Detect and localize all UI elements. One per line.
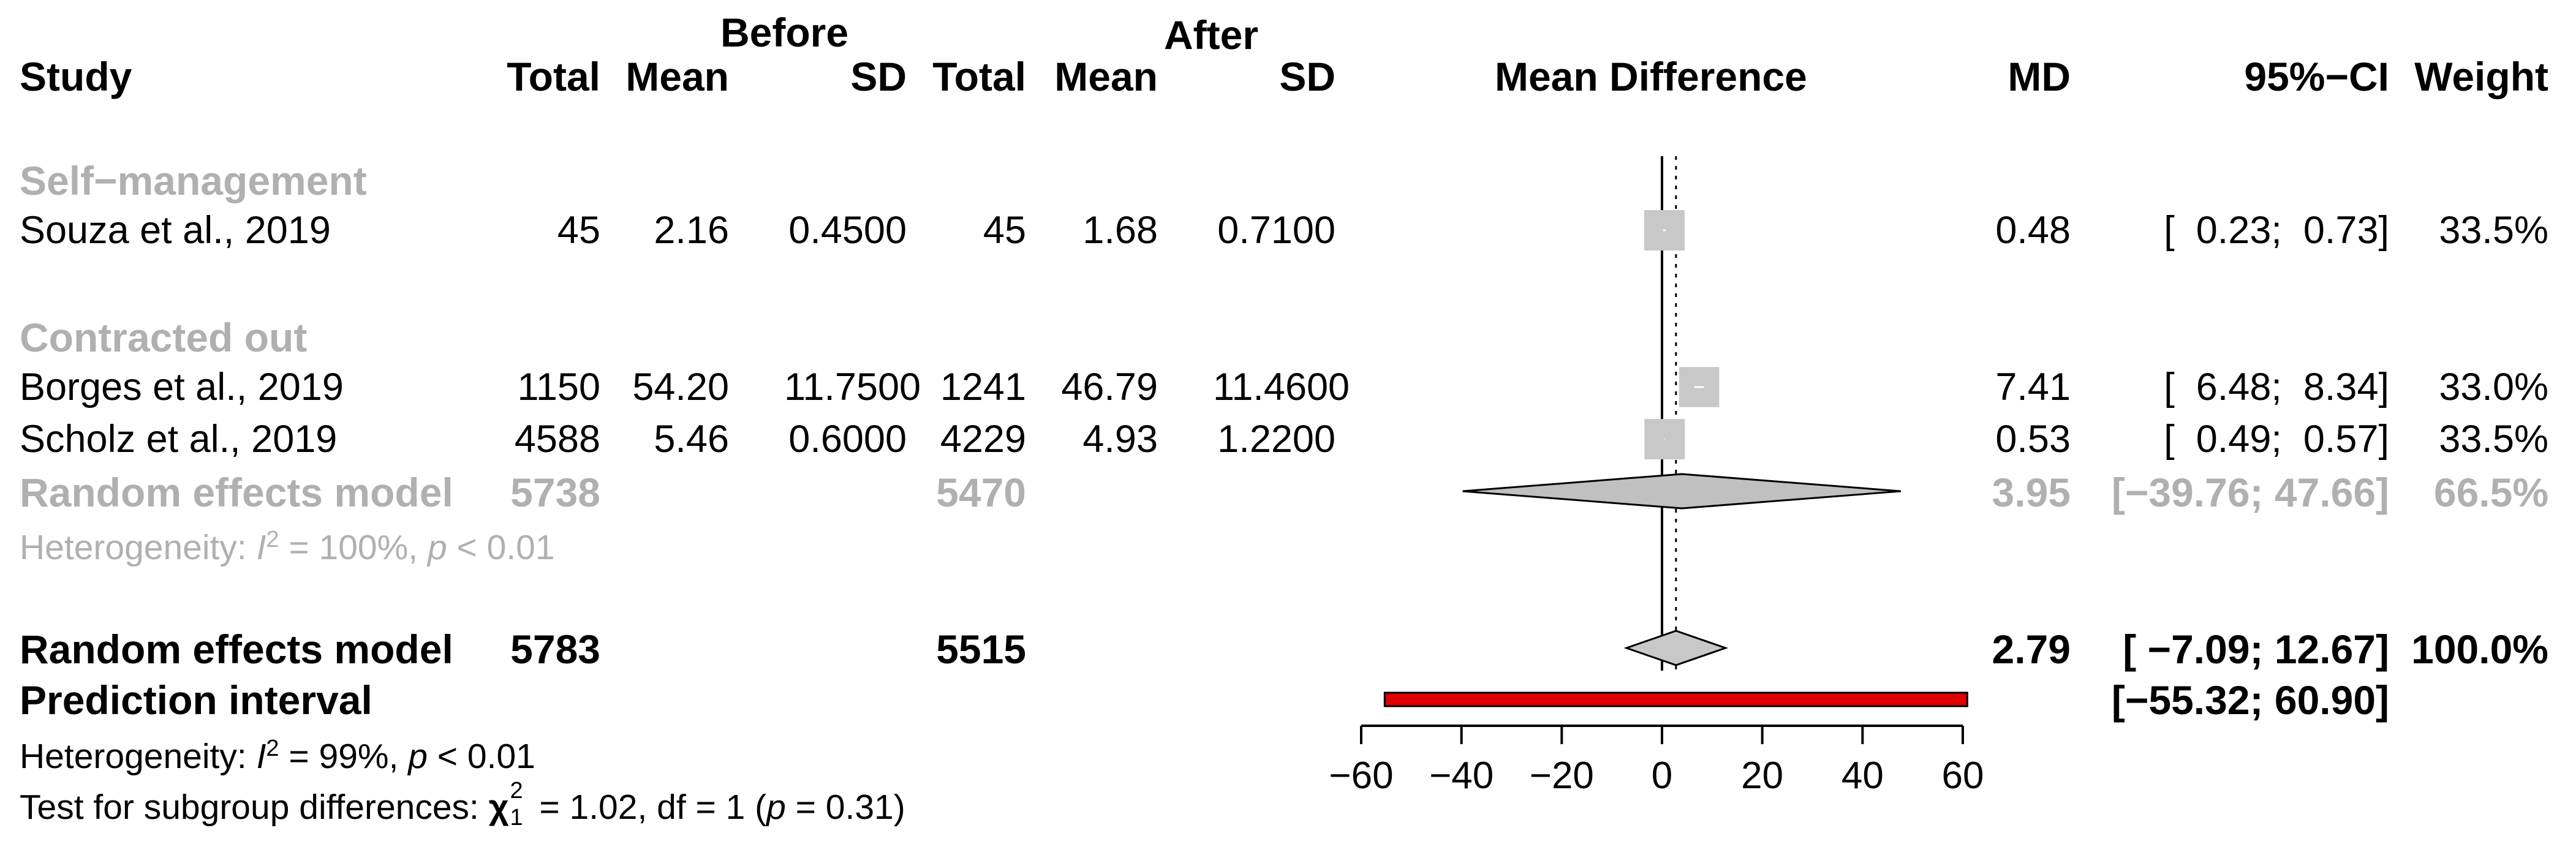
ci-value: [ 6.48; 8.34]	[2164, 366, 2389, 409]
header-mean-difference: Mean Difference	[1495, 54, 1807, 99]
total-before: 4588	[514, 418, 600, 461]
x-tick-label: −60	[1329, 755, 1393, 797]
total-before: 45	[557, 209, 600, 252]
study-name: Scholz et al., 2019	[20, 418, 338, 461]
header-weight: Weight	[2414, 54, 2548, 99]
md-value: 7.41	[1995, 366, 2071, 409]
mean-before: 5.46	[654, 418, 729, 461]
sd-before: 0.6000	[788, 418, 907, 461]
subgroup-model-weight: 66.5%	[2433, 470, 2548, 515]
ci-value: [ 0.23; 0.73]	[2164, 209, 2389, 252]
subgroup-model-label: Random effects model	[20, 470, 453, 515]
header-md: MD	[2008, 54, 2071, 99]
header-ci: 95%−CI	[2244, 54, 2389, 99]
subgroup-model-total-before: 5738	[510, 470, 600, 515]
study-name: Souza et al., 2019	[20, 209, 331, 252]
prediction-label: Prediction interval	[20, 677, 372, 723]
subgroup-diamond	[1462, 473, 1902, 510]
header-total-before: Total	[507, 54, 600, 99]
header-sd-after: SD	[1279, 54, 1335, 99]
mean-after: 1.68	[1082, 209, 1158, 252]
sd-before: 11.7500	[784, 366, 921, 409]
prediction-ci: [−55.32; 60.90]	[2111, 677, 2389, 723]
header-sd-before: SD	[850, 54, 907, 99]
sd-before: 0.4500	[788, 209, 907, 252]
weight-value: 33.0%	[2439, 366, 2548, 409]
subgroup-label: Self−management	[20, 158, 367, 203]
header-before: Before	[720, 10, 849, 55]
sd-after: 1.2200	[1217, 418, 1335, 461]
x-tick-label: −40	[1429, 755, 1494, 797]
overall-model-ci: [ −7.09; 12.67]	[2123, 627, 2389, 672]
subgroup-label: Contracted out	[20, 315, 308, 360]
ci-value: [ 0.49; 0.57]	[2164, 418, 2389, 461]
total-after: 45	[983, 209, 1026, 252]
total-after: 1241	[940, 366, 1026, 409]
mean-after: 4.93	[1082, 418, 1158, 461]
overall-model-md: 2.79	[1992, 627, 2071, 672]
overall-diamond	[1623, 630, 1729, 666]
total-before: 1150	[517, 366, 600, 409]
md-value: 0.48	[1995, 209, 2071, 252]
header-mean-before: Mean	[625, 54, 729, 99]
subgroup-model-ci: [−39.76; 47.66]	[2111, 470, 2389, 515]
mean-before: 54.20	[632, 366, 729, 409]
header-total-after: Total	[932, 54, 1026, 99]
overall-heterogeneity: Heterogeneity: I2 = 99%, p < 0.01	[20, 736, 535, 776]
header-study: Study	[20, 54, 132, 99]
overall-model-total-before: 5783	[510, 627, 600, 672]
subgroup-model-total-after: 5470	[936, 470, 1026, 515]
weight-value: 33.5%	[2439, 209, 2548, 252]
x-tick-label: 40	[1841, 755, 1884, 797]
x-tick-label: −20	[1530, 755, 1594, 797]
mean-after: 46.79	[1061, 366, 1158, 409]
prediction-interval-bar	[1383, 691, 1968, 707]
mean-before: 2.16	[654, 209, 729, 252]
subgroup-heterogeneity: Heterogeneity: I2 = 100%, p < 0.01	[20, 527, 555, 567]
study-name: Borges et al., 2019	[20, 366, 344, 409]
sd-after: 11.4600	[1213, 366, 1350, 409]
x-tick-label: 60	[1942, 755, 1984, 797]
sd-after: 0.7100	[1217, 209, 1335, 252]
header-after: After	[1164, 12, 1259, 58]
overall-model-total-after: 5515	[936, 627, 1026, 672]
x-tick-label: 0	[1652, 755, 1672, 797]
header-mean-after: Mean	[1054, 54, 1158, 99]
weight-value: 33.5%	[2439, 418, 2548, 461]
subgroup-model-md: 3.95	[1992, 470, 2071, 515]
overall-model-weight: 100.0%	[2411, 627, 2548, 672]
md-value: 0.53	[1995, 418, 2071, 461]
total-after: 4229	[940, 418, 1026, 461]
x-tick-label: 20	[1741, 755, 1783, 797]
overall-model-label: Random effects model	[20, 627, 453, 672]
